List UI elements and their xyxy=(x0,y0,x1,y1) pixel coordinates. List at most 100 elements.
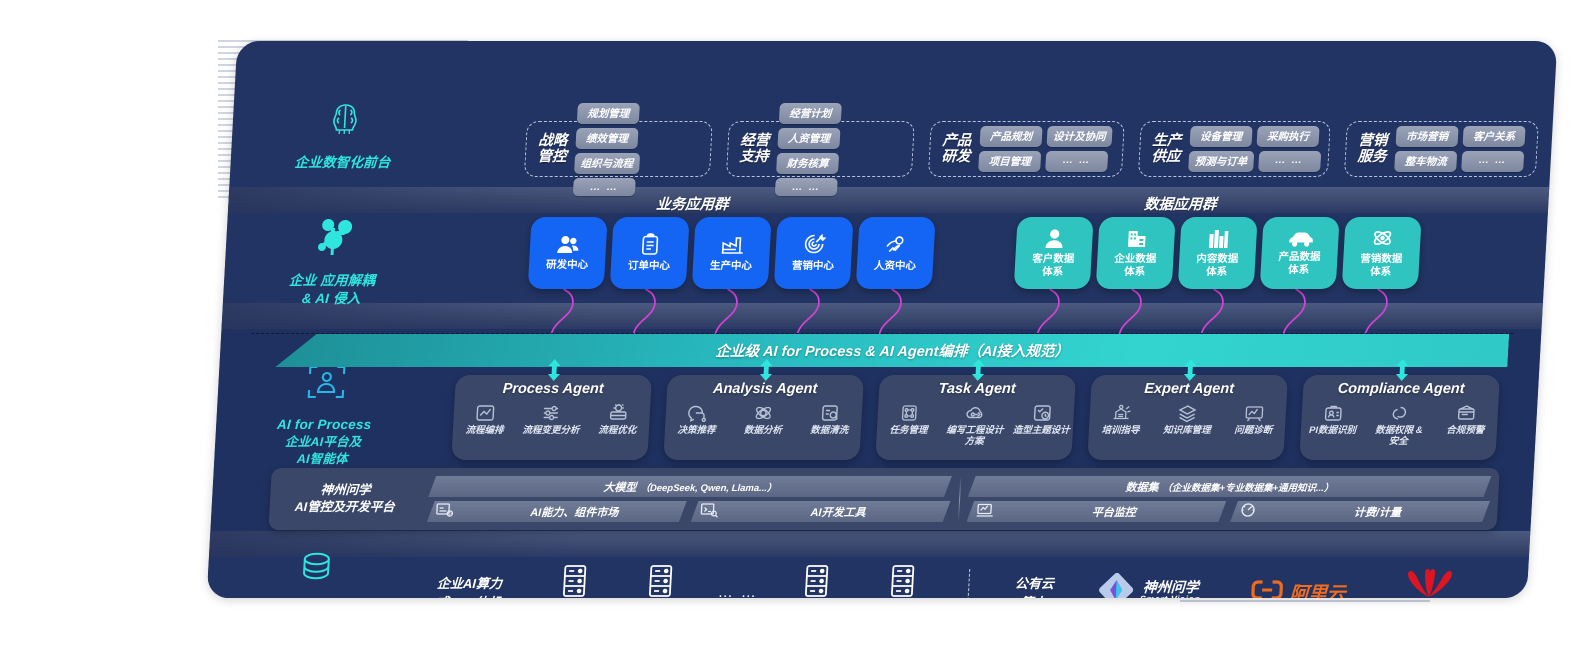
domain-chip[interactable]: 采购执行 xyxy=(1256,126,1320,147)
server-icon xyxy=(886,565,917,598)
market-icon xyxy=(435,502,455,521)
server-icon xyxy=(558,565,589,598)
shelf-tier-2 xyxy=(221,303,1543,329)
building-icon xyxy=(1125,228,1147,249)
domain-group-operations[interactable]: 经营 支持 经营计划 人资管理 财务核算 … … xyxy=(725,102,915,196)
agent-card-task[interactable]: Task Agent 任务管理 编写工程设计方案 造型主题设计 xyxy=(875,375,1076,460)
agent-link-arrow xyxy=(1390,359,1413,386)
ai-platform-strip: 神州问学 AI管控及开发平台 大模型 （DeepSeek, Qwen, Llam… xyxy=(268,468,1500,530)
app-card-content-data[interactable]: 内容数据 体系 xyxy=(1177,217,1258,289)
infra-item-datacenter-2[interactable]: 数据中心 xyxy=(615,564,704,598)
agent-capability[interactable]: 流程变更分析 xyxy=(519,403,584,437)
domain-group-marketing[interactable]: 营销 服务 市场营销 客户关系 整车物流 … … xyxy=(1343,121,1539,177)
domain-chip[interactable]: 设备管理 xyxy=(1189,126,1253,147)
domain-chip-more[interactable]: … … xyxy=(1045,151,1109,172)
user-icon xyxy=(1044,228,1065,249)
infra-brand-aliyun[interactable]: 阿里云 xyxy=(1222,579,1373,598)
domain-chip-more[interactable]: … … xyxy=(1257,151,1321,172)
infra-item-enterprise-compute: 企业AI算力 或AI一体机 xyxy=(436,575,503,598)
agent-capability[interactable]: 编写工程设计方案 xyxy=(942,403,1008,448)
agent-card-compliance[interactable]: Compliance Agent PI数据识别 数据权限 & 安全 xyxy=(1299,375,1500,460)
domain-chip[interactable]: 市场营销 xyxy=(1395,126,1459,147)
app-card-label: 客户数据 体系 xyxy=(1032,252,1075,278)
app-card-label: 人资中心 xyxy=(873,259,917,272)
agent-capability[interactable]: 培训指导 xyxy=(1089,403,1154,437)
platform-brand: 神州问学 AI管控及开发平台 xyxy=(294,483,396,514)
speech-flow-icon xyxy=(665,403,729,423)
infra-brand-shenzhou[interactable]: 神州问学 Smart Vision xyxy=(1076,572,1224,598)
diagnose-icon xyxy=(1222,403,1286,423)
platform-item-billing[interactable]: 计费/计量 xyxy=(1230,501,1490,522)
domain-chip[interactable]: 组织与流程 xyxy=(574,152,640,174)
infra-item-datacenter-1[interactable]: 数据中心 xyxy=(529,564,618,598)
domain-chip[interactable]: 经营计划 xyxy=(778,102,842,124)
task-net-icon xyxy=(877,403,941,423)
infra-brand-huawei[interactable]: HUAWEI xyxy=(1372,569,1487,598)
agent-card-expert[interactable]: Expert Agent 培训指导 知识库管理 问题诊断 xyxy=(1087,375,1288,460)
atom-gear-icon xyxy=(732,403,796,423)
app-card-marketing-data[interactable]: 营销数据 体系 xyxy=(1341,217,1422,289)
agent-capability[interactable]: 造型主题设计 xyxy=(1009,403,1074,437)
infra-item-ai-appliance-2[interactable]: AI一体机 xyxy=(857,564,946,598)
database-icon xyxy=(229,549,403,594)
agent-capability[interactable]: 知识库管理 xyxy=(1155,403,1220,437)
app-card-hr-center[interactable]: 人资中心 xyxy=(855,217,936,289)
alert-mail-icon xyxy=(1434,403,1498,423)
rail-ai-label-2: 企业AI平台及 xyxy=(284,435,362,450)
atom-icon xyxy=(1371,227,1394,249)
agent-capability[interactable]: PI数据识别 xyxy=(1301,403,1366,437)
agent-capability[interactable]: 流程优化 xyxy=(585,403,650,437)
domain-chip[interactable]: 规划管理 xyxy=(576,102,640,124)
app-card-order-center[interactable]: 订单中心 xyxy=(609,217,690,289)
agent-capability[interactable]: 决策推荐 xyxy=(665,403,730,437)
domain-group-name: 产品 研发 xyxy=(940,132,972,165)
domain-chip[interactable]: 整车物流 xyxy=(1394,151,1458,172)
agent-capability[interactable]: 数据权限 & 安全 xyxy=(1366,403,1432,448)
domain-chip[interactable]: 产品规划 xyxy=(979,126,1043,147)
domain-chip-more[interactable]: … … xyxy=(1461,151,1525,172)
domain-chip[interactable]: 预测与订单 xyxy=(1188,151,1254,172)
app-card-label: 企业数据 体系 xyxy=(1114,252,1157,278)
rail-infra: AI基础算力 xyxy=(227,549,403,598)
domain-chip[interactable]: 绩效管理 xyxy=(575,127,639,149)
bars-icon xyxy=(1207,228,1230,249)
domain-chip[interactable]: 项目管理 xyxy=(978,151,1042,172)
molecule-icon xyxy=(247,213,422,264)
app-card-production-center[interactable]: 生产中心 xyxy=(691,217,772,289)
brain-icon xyxy=(258,99,433,146)
app-card-product-data[interactable]: 产品数据 体系 xyxy=(1259,217,1340,289)
id-card-icon xyxy=(1301,403,1365,423)
agent-capability[interactable]: 合规预警 xyxy=(1433,403,1498,437)
app-card-rnd-center[interactable]: 研发中心 xyxy=(527,217,608,289)
agent-card-process[interactable]: Process Agent 流程编排 流程变更分析 流程优化 xyxy=(451,375,652,460)
agent-capability[interactable]: 任务管理 xyxy=(877,403,942,437)
target-icon xyxy=(802,233,826,256)
layers-icon xyxy=(1156,403,1220,423)
platform-datasets-header[interactable]: 数据集 （企业数据集+专业数据集+通用知识...） xyxy=(968,476,1492,497)
platform-item-monitoring[interactable]: 平台监控 xyxy=(966,501,1226,522)
domain-chip[interactable]: 客户关系 xyxy=(1462,126,1526,147)
domain-group-strategy[interactable]: 战略 管控 规划管理 绩效管理 组织与流程 … … xyxy=(523,102,713,196)
domain-group-supply[interactable]: 生产 供应 设备管理 采购执行 预测与订单 … … xyxy=(1137,121,1331,177)
agent-capability[interactable]: 数据清洗 xyxy=(797,403,862,437)
agent-capability[interactable]: 问题诊断 xyxy=(1221,403,1286,437)
platform-item-ai-market[interactable]: AI能力、组件市场 xyxy=(427,501,687,522)
domain-group-rnd[interactable]: 产品 研发 产品规划 设计及协同 项目管理 … … xyxy=(927,121,1125,177)
agent-capability[interactable]: 数据分析 xyxy=(731,403,796,437)
app-card-enterprise-data[interactable]: 企业数据 体系 xyxy=(1095,217,1176,289)
app-card-label: 内容数据 体系 xyxy=(1196,252,1239,278)
platform-item-ai-devtools[interactable]: AI开发工具 xyxy=(691,501,951,522)
platform-models-header[interactable]: 大模型 （DeepSeek, Qwen, Llama...） xyxy=(428,476,952,497)
infra-row: 企业AI算力 或AI一体机 数据中心 数据中心 … … AI一体机 xyxy=(404,546,1509,598)
infra-item-ai-appliance-1[interactable]: AI一体机 xyxy=(771,564,860,598)
app-card-marketing-center[interactable]: 营销中心 xyxy=(773,217,854,289)
agent-card-analysis[interactable]: Analysis Agent 决策推荐 数据分析 数据清洗 xyxy=(663,375,864,460)
monitor-icon xyxy=(974,502,994,521)
ai-banner-label: 企业级 AI for Process & AI Agent编排（AI接入规范） xyxy=(715,344,1070,360)
domain-chip[interactable]: 设计及协同 xyxy=(1046,126,1113,147)
domain-chip[interactable]: 人资管理 xyxy=(777,127,841,149)
agent-capability[interactable]: 流程编排 xyxy=(453,403,518,437)
domain-chip[interactable]: 财务核算 xyxy=(776,152,840,174)
app-card-customer-data[interactable]: 客户数据 体系 xyxy=(1013,217,1094,289)
